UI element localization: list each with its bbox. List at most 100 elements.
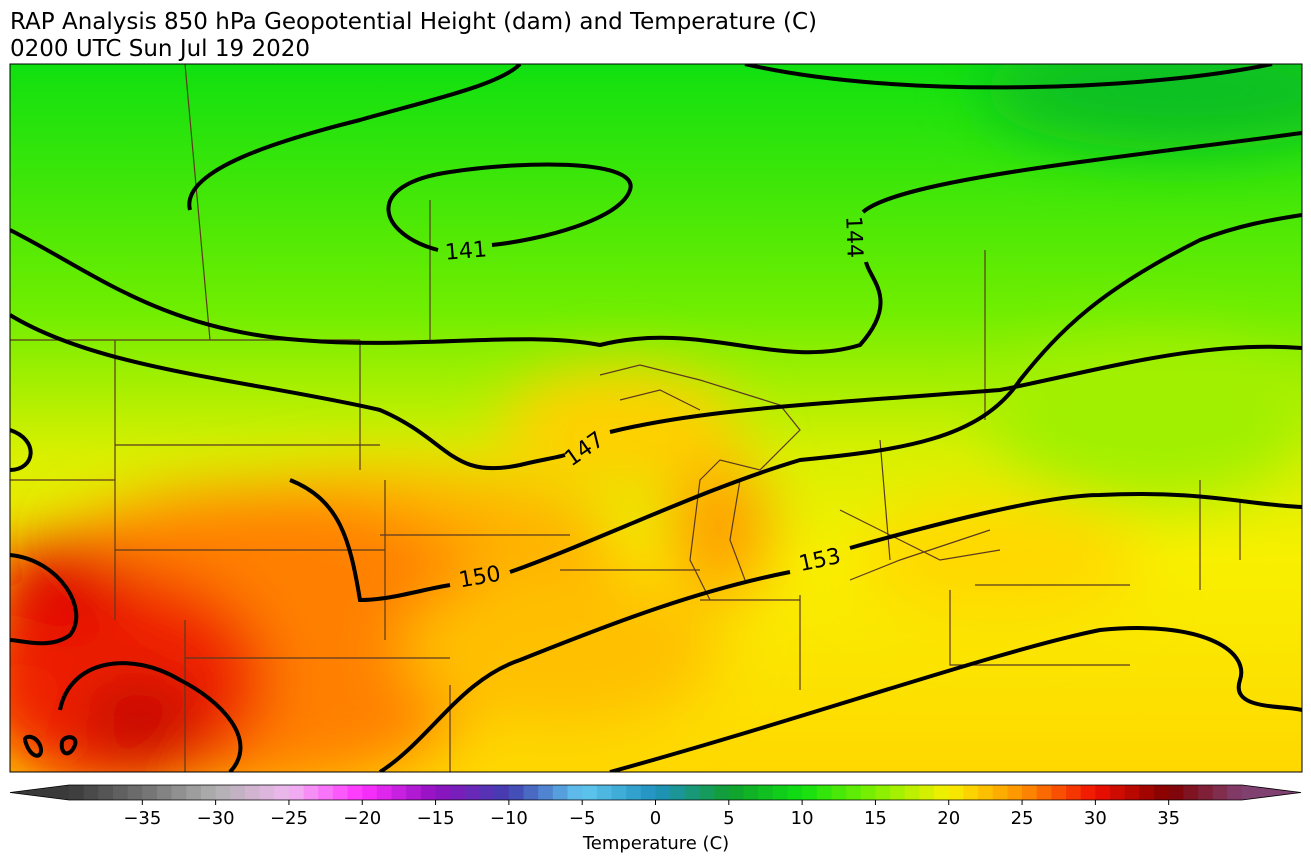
colorbar-cell bbox=[538, 785, 554, 800]
colorbar-cell bbox=[230, 785, 246, 800]
colorbar-cell bbox=[1036, 785, 1052, 800]
colorbar-cell bbox=[420, 785, 437, 800]
colorbar-cell bbox=[215, 785, 231, 800]
colorbar-cell bbox=[98, 785, 114, 800]
colorbar-tick-label: 15 bbox=[864, 808, 887, 829]
colorbar-cell bbox=[69, 785, 85, 800]
colorbar-cell bbox=[948, 785, 964, 800]
colorbar-cell bbox=[611, 785, 627, 800]
colorbar-cell bbox=[640, 785, 656, 800]
colorbar-cell bbox=[318, 785, 334, 800]
colorbar-tick-label: −35 bbox=[123, 808, 161, 829]
colorbar-cell bbox=[156, 785, 173, 800]
colorbar-cell bbox=[1124, 785, 1140, 800]
colorbar-tick-label: 20 bbox=[937, 808, 960, 829]
colorbar-cell bbox=[626, 785, 642, 800]
colorbar-cell bbox=[714, 785, 730, 800]
contour-label: 141 bbox=[444, 237, 488, 266]
colorbar-cell bbox=[1080, 785, 1096, 800]
colorbar-extend-high bbox=[1242, 785, 1301, 800]
colorbar-cell bbox=[376, 785, 393, 800]
colorbar-cell bbox=[1168, 785, 1184, 800]
colorbar-tick-label: 5 bbox=[723, 808, 734, 829]
colorbar-cell bbox=[758, 785, 774, 800]
colorbar-label: Temperature (C) bbox=[582, 833, 729, 854]
colorbar-cell bbox=[992, 785, 1008, 800]
colorbar-cell bbox=[186, 785, 202, 800]
colorbar-tick-label: 25 bbox=[1011, 808, 1034, 829]
colorbar-cell bbox=[1066, 785, 1082, 800]
colorbar-cell bbox=[1022, 785, 1038, 800]
colorbar-cell bbox=[1139, 785, 1155, 800]
colorbar-cell bbox=[567, 785, 583, 800]
colorbar-cell bbox=[875, 785, 891, 800]
colorbar-cell bbox=[816, 785, 832, 800]
contour-label: 144 bbox=[840, 216, 866, 259]
colorbar-cell bbox=[142, 785, 158, 800]
colorbar-tick-label: −5 bbox=[569, 808, 596, 829]
colorbar-cell bbox=[772, 785, 788, 800]
colorbar-cell bbox=[391, 785, 407, 800]
colorbar-cell bbox=[362, 785, 378, 800]
colorbar-tick-label: 35 bbox=[1157, 808, 1180, 829]
colorbar-cell bbox=[890, 785, 906, 800]
colorbar-cell bbox=[464, 785, 481, 800]
colorbar-cell bbox=[1198, 785, 1214, 800]
colorbar-tick-label: −10 bbox=[490, 808, 528, 829]
colorbar-cell bbox=[743, 785, 759, 800]
colorbar-cell bbox=[963, 785, 979, 800]
colorbar-cell bbox=[1095, 785, 1111, 800]
colorbar-cell bbox=[831, 785, 847, 800]
colorbar-cell bbox=[200, 785, 217, 800]
colorbar-cell bbox=[728, 785, 744, 800]
colorbar-cell bbox=[552, 785, 569, 800]
colorbar-cell bbox=[1227, 785, 1243, 800]
colorbar-cell bbox=[1110, 785, 1126, 800]
colorbar-cell bbox=[934, 785, 950, 800]
colorbar-cell bbox=[1007, 785, 1023, 800]
colorbar-extend-low bbox=[10, 785, 69, 800]
colorbar-cell bbox=[435, 785, 451, 800]
colorbar-outline bbox=[9, 784, 1302, 801]
colorbar-cell bbox=[978, 785, 994, 800]
colorbar-cell bbox=[699, 785, 715, 800]
colorbar-cell bbox=[582, 785, 598, 800]
borders bbox=[10, 64, 1241, 772]
colorbar-cell bbox=[655, 785, 671, 800]
colorbar-cell bbox=[919, 785, 935, 800]
colorbar-cell bbox=[904, 785, 920, 800]
colorbar-tick-label: −30 bbox=[197, 808, 235, 829]
colorbar-cell bbox=[684, 785, 700, 800]
contours bbox=[10, 64, 1302, 772]
colorbar-tick-label: 10 bbox=[791, 808, 814, 829]
colorbar-cell bbox=[1183, 785, 1199, 800]
colorbar-tick-label: −15 bbox=[417, 808, 455, 829]
colorbar-cell bbox=[171, 785, 187, 800]
field-shading bbox=[10, 64, 1302, 772]
colorbar-cell bbox=[244, 785, 261, 800]
colorbar-cell bbox=[347, 785, 363, 800]
colorbar-cell bbox=[1051, 785, 1067, 800]
colorbar-cell bbox=[259, 785, 275, 800]
colorbar-cell bbox=[1154, 785, 1170, 800]
colorbar-tick-label: −25 bbox=[270, 808, 308, 829]
colorbar-cell bbox=[508, 785, 525, 800]
colorbar-cell bbox=[332, 785, 349, 800]
colorbar-tick-label: 0 bbox=[650, 808, 661, 829]
colorbar-cell bbox=[860, 785, 876, 800]
colorbar-cell bbox=[274, 785, 290, 800]
colorbar-cell bbox=[450, 785, 466, 800]
colorbar-cell bbox=[1212, 785, 1228, 800]
colorbar-cell bbox=[596, 785, 613, 800]
colorbar-cell bbox=[846, 785, 862, 800]
colorbar-cell bbox=[112, 785, 129, 800]
colorbar-cell bbox=[523, 785, 539, 800]
colorbar-cell bbox=[406, 785, 422, 800]
colorbar-cell bbox=[787, 785, 803, 800]
colorbar-cell bbox=[303, 785, 319, 800]
colorbar-tick-label: 30 bbox=[1084, 808, 1107, 829]
colorbar-cell bbox=[83, 785, 99, 800]
colorbar-cell bbox=[670, 785, 686, 800]
